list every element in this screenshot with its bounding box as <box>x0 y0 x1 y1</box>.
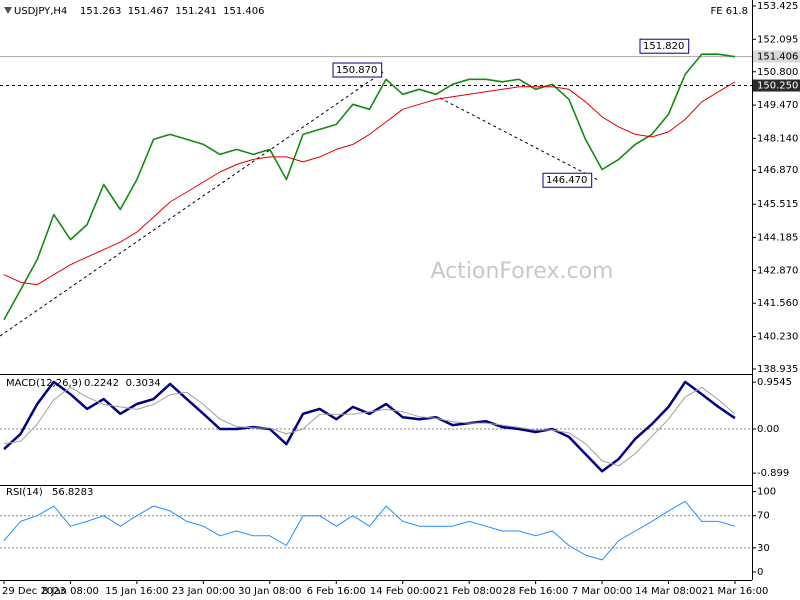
x-tick-label: 7 Mar 00:00 <box>572 586 632 597</box>
y-tick-label: 0.9545 <box>757 377 792 388</box>
y-tick-label: 149.470 <box>757 100 798 111</box>
readout-value: 151.406 <box>223 6 264 17</box>
panel-title: RSI(14) <box>6 487 43 498</box>
readout-value: 0.2242 <box>84 378 119 389</box>
x-tick-label: 15 Jan 16:00 <box>105 586 168 597</box>
y-tick-label: 153.425 <box>757 1 798 12</box>
price-label-box <box>753 79 800 92</box>
price-label: 151.406 <box>757 52 798 63</box>
y-tick-label: 138.935 <box>757 364 798 375</box>
readout-value: 151.263 <box>80 6 121 17</box>
y-tick-label: 140.230 <box>757 332 798 343</box>
y-tick-label: 0 <box>757 567 763 578</box>
symbol-icon <box>4 7 12 14</box>
x-tick-label: 30 Jan 08:00 <box>238 586 301 597</box>
y-tick-label: 70 <box>757 511 770 522</box>
annotation-box <box>639 38 690 54</box>
readout-value: 151.467 <box>128 6 169 17</box>
x-tick-label: 14 Feb 00:00 <box>370 586 436 597</box>
y-tick-label: 144.185 <box>757 232 798 243</box>
y-tick-label: -0.899 <box>757 468 789 479</box>
price-label-box <box>753 50 800 63</box>
series-line <box>3 380 736 473</box>
x-tick-label: 14 Mar 08:00 <box>635 586 702 597</box>
series-line <box>3 386 736 467</box>
y-tick-label: 142.870 <box>757 265 798 276</box>
annotation-box <box>542 172 593 188</box>
watermark: ActionForex.com <box>431 259 614 284</box>
series-line <box>3 500 736 561</box>
series-line <box>3 81 736 286</box>
price-label: 150.250 <box>757 81 798 92</box>
x-tick-label: 21 Feb 08:00 <box>436 586 502 597</box>
series-line <box>3 53 736 321</box>
x-tick-label: 23 Jan 00:00 <box>172 586 235 597</box>
readout-value: 151.241 <box>175 6 216 17</box>
annotation-label: 150.870 <box>336 65 377 76</box>
readout-value: 56.8283 <box>52 487 93 498</box>
x-tick-label: 8 Jan 08:00 <box>42 586 99 597</box>
x-tick-label: 21 Mar 16:00 <box>702 586 769 597</box>
y-tick-label: 100 <box>757 487 776 498</box>
y-tick-label: 141.560 <box>757 298 798 309</box>
annotation-label: 151.820 <box>643 41 684 52</box>
annotation-box <box>332 62 383 78</box>
readout-value: 0.3034 <box>126 378 161 389</box>
fib-label: FE 61.8 <box>710 6 748 17</box>
x-tick-label: 28 Feb 16:00 <box>503 586 569 597</box>
y-tick-label: 152.095 <box>757 34 798 45</box>
chart-title: USDJPY,H4 <box>14 6 67 17</box>
y-tick-label: 0.00 <box>757 424 779 435</box>
x-tick-label: 29 Dec 2023 <box>2 586 66 597</box>
y-tick-label: 146.870 <box>757 165 798 176</box>
y-tick-label: 150.800 <box>757 67 798 78</box>
y-tick-label: 145.515 <box>757 199 798 210</box>
annotation-label: 146.470 <box>546 175 587 186</box>
x-tick-label: 6 Feb 16:00 <box>307 586 366 597</box>
panel-title: MACD(12,26,9) <box>6 378 82 389</box>
y-tick-label: 148.140 <box>757 133 798 144</box>
y-tick-label: 30 <box>757 543 770 554</box>
